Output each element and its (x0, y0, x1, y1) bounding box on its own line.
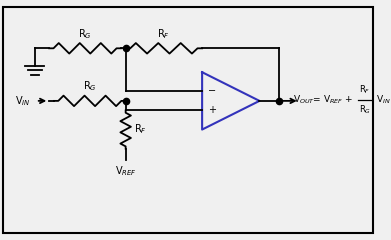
Text: V$_{OUT}$= V$_{REF}$ +: V$_{OUT}$= V$_{REF}$ + (293, 94, 354, 106)
Text: R$_G$: R$_G$ (78, 27, 92, 41)
Text: R$_F$: R$_F$ (158, 27, 170, 41)
Text: −: − (208, 86, 216, 96)
Text: R$_G$: R$_G$ (83, 79, 97, 93)
Text: +: + (208, 105, 216, 115)
Text: R$_F$: R$_F$ (134, 123, 147, 137)
Text: V$_{IN}$: V$_{IN}$ (15, 94, 30, 108)
Text: V$_{REF}$: V$_{REF}$ (115, 164, 136, 178)
Text: R$_G$: R$_G$ (359, 104, 371, 116)
Text: V$_{IN}$: V$_{IN}$ (376, 94, 391, 106)
Text: R$_F$: R$_F$ (359, 84, 370, 96)
